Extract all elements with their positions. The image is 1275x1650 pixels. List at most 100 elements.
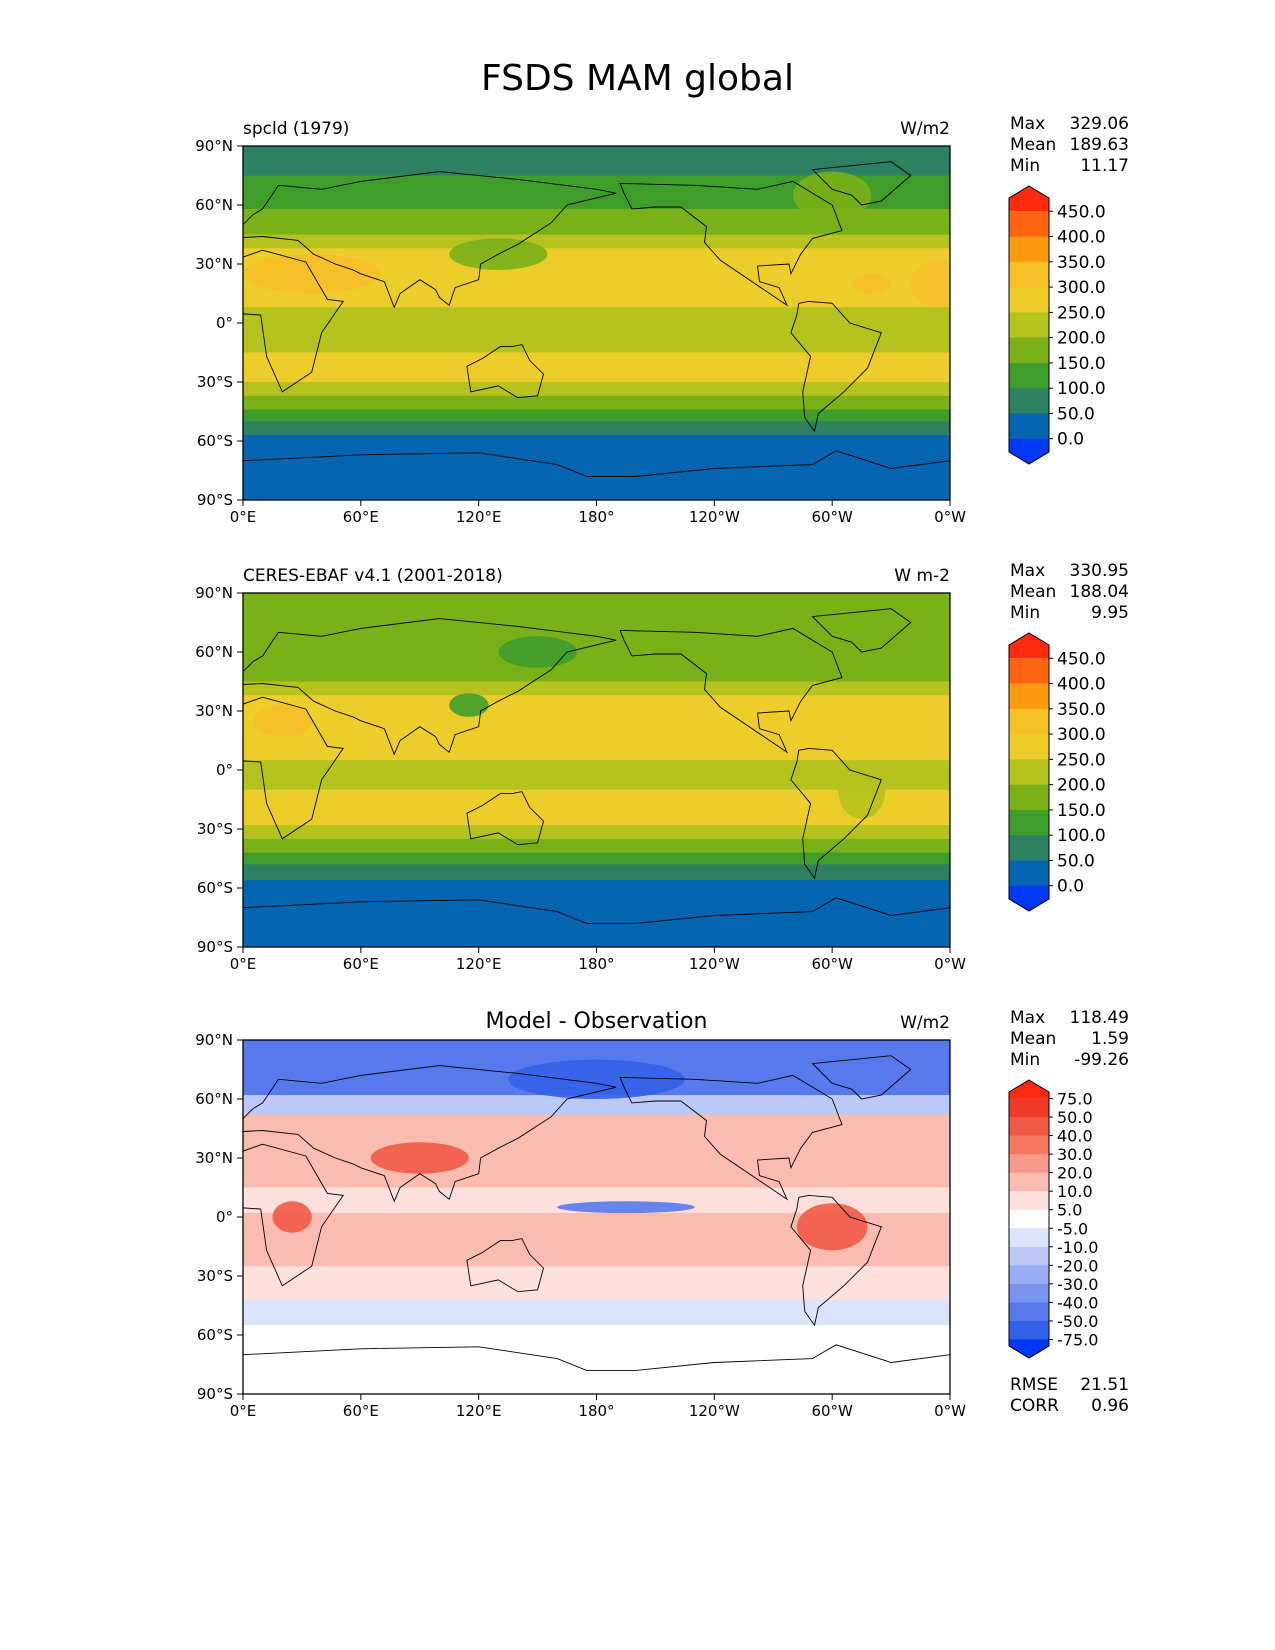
stat-label: Max (1010, 1008, 1045, 1028)
panel-title: CERES-EBAF v4.1 (2001-2018) (243, 566, 503, 586)
y-tick-label: 90°N (195, 137, 233, 155)
colorbar-label: 50.0 (1057, 1108, 1093, 1127)
field-anomaly (910, 260, 950, 308)
field-anomaly (684, 1114, 744, 1162)
coastline (619, 1074, 843, 1201)
x-tick-label: 120°W (689, 955, 740, 973)
colorbar-segment (1009, 1246, 1049, 1266)
colorbar-segment (1009, 186, 1049, 212)
x-tick-label: 0°E (230, 508, 257, 526)
colorbar-segment (1009, 211, 1049, 238)
field-anomaly (838, 760, 886, 820)
field-anomaly (557, 1201, 695, 1214)
coastline (790, 1194, 882, 1327)
y-tick-label: 90°N (195, 584, 233, 602)
colorbar-label: 250.0 (1057, 750, 1106, 770)
coastline (243, 1143, 344, 1287)
stat-label: Max (1010, 561, 1045, 581)
x-tick-label: 180° (578, 508, 614, 526)
zonal-band (243, 1325, 950, 1394)
colorbar-label: 10.0 (1057, 1182, 1093, 1201)
coastline (243, 618, 617, 756)
figure-title: FSDS MAM global (481, 58, 794, 99)
zonal-band (243, 789, 950, 826)
y-tick-label: 30°N (195, 255, 233, 273)
y-tick-label: 60°S (197, 1326, 233, 1344)
colorbar-label: 0.0 (1057, 877, 1084, 897)
stat-label: Mean (1010, 1029, 1056, 1049)
zonal-band (243, 234, 950, 249)
stat-label: Min (1010, 1050, 1040, 1070)
units-label: W m-2 (894, 566, 950, 586)
colorbar-segment (1009, 1154, 1049, 1174)
colorbar-label: -50.0 (1057, 1312, 1098, 1331)
x-tick-label: 180° (578, 955, 614, 973)
coastline (243, 171, 617, 309)
zonal-band (243, 382, 950, 397)
colorbar-label: 250.0 (1057, 303, 1106, 323)
zonal-band (243, 146, 950, 176)
colorbar-segment (1009, 633, 1049, 659)
colorbar-segment (1009, 1302, 1049, 1322)
colorbar-label: 0.0 (1057, 430, 1084, 450)
colorbar-segment (1009, 1228, 1049, 1248)
stat-label: Mean (1010, 135, 1056, 155)
colorbar-segment (1009, 1098, 1049, 1118)
x-tick-label: 0°W (934, 508, 966, 526)
colorbar-label: 200.0 (1057, 329, 1106, 349)
stat-value: 11.17 (1080, 156, 1129, 176)
colorbar-label: 350.0 (1057, 700, 1106, 720)
colorbar-label: -10.0 (1057, 1238, 1098, 1257)
field-anomaly (796, 1203, 868, 1251)
zonal-band (243, 1299, 950, 1326)
panel-title: Model - Observation (486, 1009, 708, 1034)
y-tick-label: 0° (216, 1208, 233, 1226)
x-tick-label: 60°W (811, 955, 853, 973)
stat-value: -99.26 (1074, 1050, 1129, 1070)
x-tick-label: 60°E (343, 955, 379, 973)
field-anomaly (370, 1142, 469, 1174)
colorbar-label: 350.0 (1057, 253, 1106, 273)
coastline (243, 450, 950, 500)
colorbar-label: 20.0 (1057, 1164, 1093, 1183)
x-tick-label: 60°E (343, 508, 379, 526)
colorbar-label: 400.0 (1057, 228, 1106, 248)
coastline (619, 627, 843, 754)
units-label: W/m2 (900, 1013, 950, 1033)
y-tick-label: 30°N (195, 1149, 233, 1167)
colorbar-label: 30.0 (1057, 1145, 1093, 1164)
x-tick-label: 60°W (811, 508, 853, 526)
colorbar-segment (1009, 1265, 1049, 1285)
colorbar-frame (1008, 185, 1050, 465)
colorbar-label: 5.0 (1057, 1201, 1082, 1220)
field-anomaly (792, 171, 872, 219)
zonal-band (243, 852, 950, 865)
colorbar-segment (1009, 784, 1049, 811)
field-anomaly (802, 620, 901, 652)
x-tick-label: 120°E (456, 1402, 502, 1420)
zonal-band (243, 1095, 950, 1116)
colorbar-label: 300.0 (1057, 278, 1106, 298)
x-tick-label: 60°E (343, 1402, 379, 1420)
map-panel-1: 0°E 60°E 120°E 180° 120°W 60°W 0°W 90°N 60°N 30°N… (195, 114, 1129, 526)
map-field (243, 1040, 950, 1394)
colorbar-label: 75.0 (1057, 1090, 1093, 1109)
colorbar-segment (1009, 1283, 1049, 1303)
colorbar-segment (1009, 809, 1049, 836)
colorbar-segment (1009, 1117, 1049, 1137)
stat-value: 0.96 (1091, 1396, 1129, 1416)
colorbar-segment (1009, 885, 1049, 911)
colorbar-segment (1009, 1172, 1049, 1192)
zonal-band (243, 435, 950, 500)
zonal-band (243, 695, 950, 761)
stat-label: CORR (1010, 1396, 1059, 1416)
stat-value: 21.51 (1080, 1375, 1129, 1395)
colorbar-label: -40.0 (1057, 1293, 1098, 1312)
zonal-band (243, 421, 950, 436)
coastline (466, 1238, 545, 1293)
colorbar-segment (1009, 1339, 1049, 1358)
colorbar-segment (1009, 362, 1049, 389)
colorbar-label: 40.0 (1057, 1127, 1093, 1146)
coastline (243, 249, 344, 393)
colorbar-label: 150.0 (1057, 801, 1106, 821)
